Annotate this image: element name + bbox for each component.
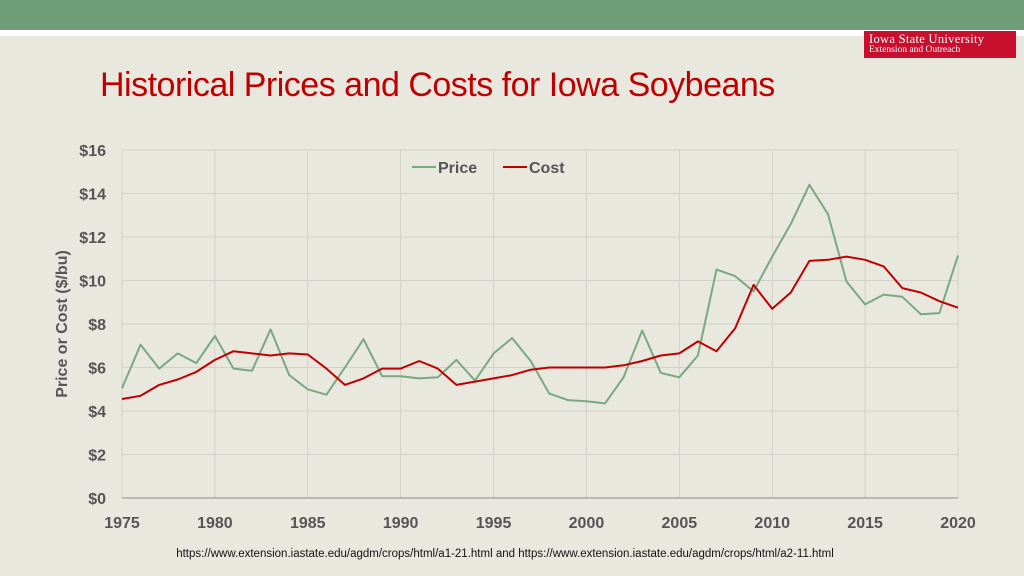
y-tick-label: $2 [88,448,106,465]
header-bar [0,0,1024,30]
y-tick-labels: $0 $2 $4 $6 $8 $10 $12 $14 $16 [79,143,106,508]
x-tick-labels: 1975 1980 1985 1990 1995 2000 2005 2010 2015 2020 [104,515,976,532]
y-tick-label: $0 [88,491,106,508]
legend: Price Cost [412,160,565,177]
logo-subtitle: Extension and Outreach [869,45,961,55]
series-line-price [121,183,959,405]
series-line-cost [121,255,959,400]
y-tick-label: $14 [79,187,106,204]
logo-wordmark: Iowa State University [869,32,985,46]
horizontal-gridlines [122,149,958,455]
y-tick-label: $12 [79,230,106,247]
y-tick-label: $6 [88,361,106,378]
header-divider [0,30,1024,36]
series-lines [121,183,959,405]
y-tick-label: $10 [79,274,106,291]
x-tick-label: 2000 [569,515,605,532]
y-tick-label: $16 [79,143,106,160]
x-tick-label: 2015 [847,515,883,532]
x-tick-label: 2010 [754,515,790,532]
x-tick-label: 2020 [940,515,976,532]
x-tick-label: 1995 [476,515,512,532]
legend-label-price: Price [438,160,477,177]
university-logo: Iowa State University Extension and Outr… [864,31,1016,58]
x-tick-label: 1980 [197,515,233,532]
y-tick-label: $4 [88,404,106,421]
y-axis-label: Price or Cost ($/bu) [54,250,71,398]
x-tick-label: 2005 [662,515,698,532]
legend-label-cost: Cost [529,160,565,177]
slide-title: Historical Prices and Costs for Iowa Soy… [100,66,775,104]
source-citation: https://www.extension.iastate.edu/agdm/c… [176,548,834,560]
x-tick-label: 1975 [104,515,140,532]
x-tick-label: 1985 [290,515,326,532]
x-tick-label: 1990 [383,515,419,532]
y-tick-label: $8 [88,317,106,334]
